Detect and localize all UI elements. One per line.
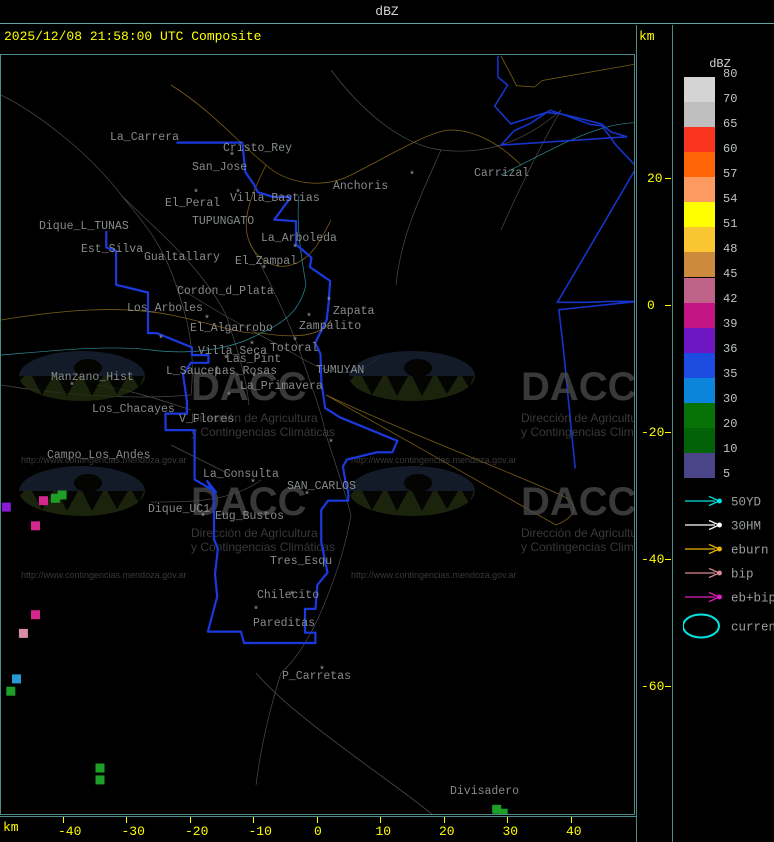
svg-text:eburn: eburn [731, 544, 769, 558]
svg-text:eb+bip: eb+bip [731, 592, 774, 606]
svg-text:bip: bip [731, 568, 754, 582]
svg-text:50YD: 50YD [731, 496, 761, 510]
svg-text:30HM: 30HM [731, 520, 761, 534]
svg-text:current: current [731, 621, 774, 635]
